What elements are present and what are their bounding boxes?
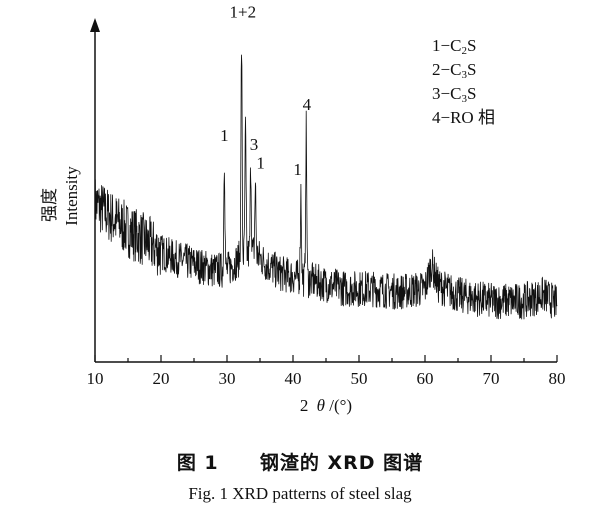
x-axis-label: 2 θ /(°) [300, 396, 352, 415]
x-tick-label: 30 [219, 369, 236, 388]
caption-cn: 图 1 钢渣的 XRD 图谱 [0, 448, 600, 475]
y-axis-label-en: Intensity [62, 166, 81, 226]
xrd-chart: 10 20 30 40 50 60 70 80 11+231 14 1−C2S2−C3S3−C3… [40, 3, 566, 415]
x-tick-label: 40 [285, 369, 302, 388]
peak-label: 1 [293, 160, 302, 179]
peak-label: 1 [256, 154, 265, 173]
x-tick-label: 10 [87, 369, 104, 388]
x-tick-labels: 10 20 30 40 50 60 70 80 [87, 369, 566, 388]
y-axis-label-cn: 强度 [40, 188, 60, 222]
peak-labels: 11+231 14 [220, 3, 311, 179]
peak-label: 4 [303, 95, 312, 114]
legend: 1−C2S 2−C3S 3−C3S 4−RO 相 [432, 36, 495, 127]
legend-entry: 4−RO 相 [432, 108, 495, 127]
caption-cn-figure: 图 1 [176, 452, 219, 474]
legend-entry: 1−C2S [432, 36, 476, 57]
x-tick-label: 60 [417, 369, 434, 388]
peak-label: 3 [250, 135, 259, 154]
caption-en: Fig. 1 XRD patterns of steel slag [188, 484, 412, 503]
x-tick-label: 20 [153, 369, 170, 388]
x-tick-label: 80 [549, 369, 566, 388]
x-tick-label: 70 [483, 369, 500, 388]
x-tick-label: 50 [351, 369, 368, 388]
x-ticks [94, 355, 558, 362]
peak-label: 1+2 [230, 3, 257, 22]
peak-label: 1 [220, 126, 229, 145]
xrd-trace [94, 54, 558, 320]
legend-entry: 3−C3S [432, 84, 476, 105]
y-axis-arrow [90, 18, 100, 32]
caption-cn-title: 钢渣的 XRD 图谱 [259, 452, 424, 474]
legend-entry: 2−C3S [432, 60, 476, 81]
